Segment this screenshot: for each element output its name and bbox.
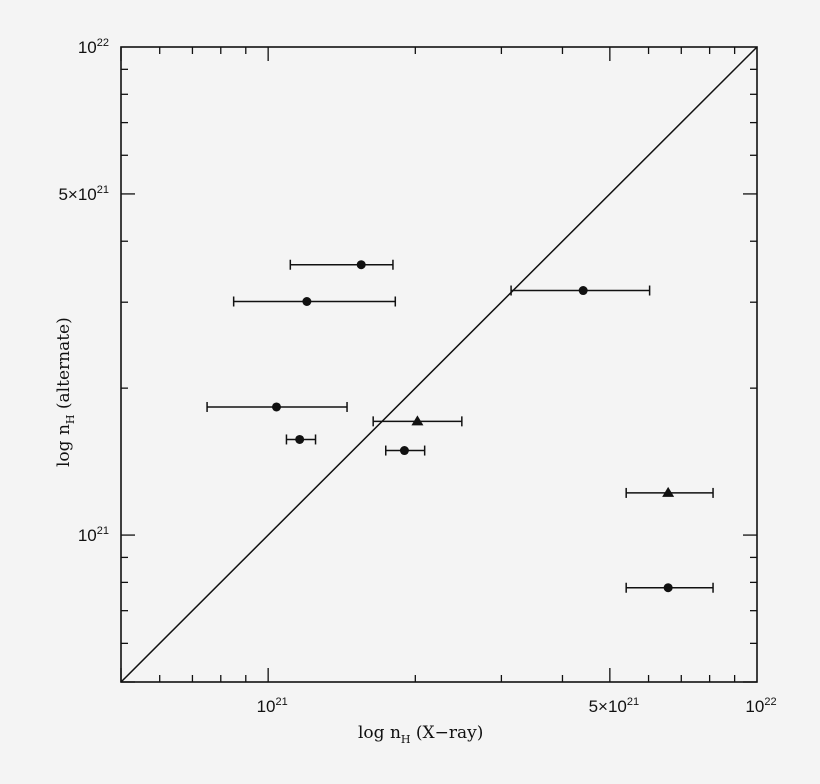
circle-data-point	[510, 285, 651, 296]
reference-line	[120, 46, 758, 683]
tick-label: 1022	[78, 37, 109, 57]
circle-marker-icon	[578, 286, 588, 296]
y-axis-title: log nH (alternate)	[54, 317, 77, 467]
circle-marker-icon	[302, 296, 312, 306]
circle-data-point	[625, 582, 714, 593]
tick-label: 1022	[745, 696, 776, 716]
triangle-marker-icon	[662, 486, 675, 497]
circle-data-point	[232, 296, 397, 307]
plot-frame	[120, 46, 758, 683]
circle-data-point	[285, 434, 317, 445]
circle-data-point	[289, 259, 394, 270]
one-to-one-line	[120, 46, 758, 683]
tick-label: 1021	[78, 525, 109, 545]
circle-data-point	[206, 401, 348, 412]
circle-marker-icon	[399, 446, 409, 456]
circle-data-point	[384, 445, 426, 456]
circle-marker-icon	[271, 402, 281, 412]
circle-marker-icon	[295, 434, 305, 444]
x-axis-title: log nH (X−ray)	[358, 723, 483, 746]
triangle-data-point	[625, 486, 714, 498]
circle-marker-icon	[356, 260, 366, 270]
tick-label: 5×1021	[589, 696, 640, 716]
circle-marker-icon	[663, 583, 673, 593]
data-points	[206, 259, 714, 593]
tick-label: 5×1021	[58, 184, 109, 204]
tick-labels: 1021 5×1021 1022 1021 5×1021 1022	[58, 37, 776, 716]
triangle-marker-icon	[411, 415, 424, 426]
triangle-data-point	[372, 415, 463, 427]
axis-ticks	[120, 47, 757, 683]
tick-label: 1021	[257, 696, 288, 716]
